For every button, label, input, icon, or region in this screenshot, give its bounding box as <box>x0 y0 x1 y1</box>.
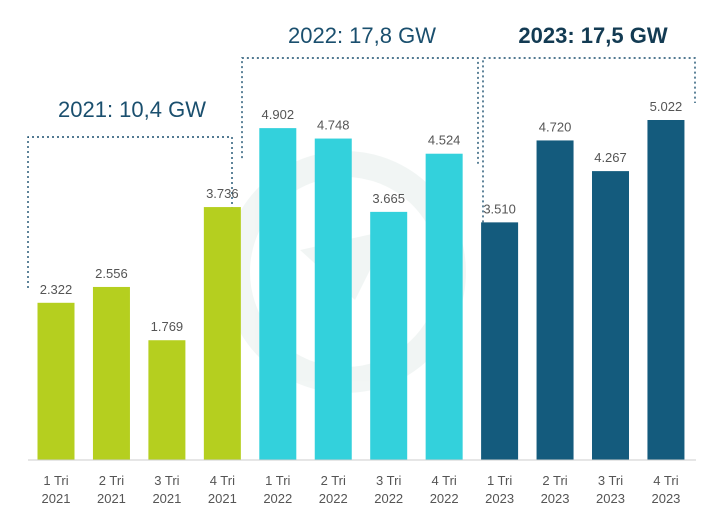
x-tick-label-4-year: 2022 <box>263 491 292 506</box>
x-tick-label-9-quarter: 2 Tri <box>542 473 567 488</box>
value-label-0: 2.322 <box>40 282 73 297</box>
x-tick-label-7-year: 2022 <box>430 491 459 506</box>
value-label-2: 1.769 <box>151 319 184 334</box>
x-tick-label-8-year: 2023 <box>485 491 514 506</box>
x-tick-label-4-quarter: 1 Tri <box>265 473 290 488</box>
x-tick-label-0-quarter: 1 Tri <box>43 473 68 488</box>
value-label-1: 2.556 <box>95 266 128 281</box>
value-label-5: 4.748 <box>317 118 350 133</box>
x-tick-label-10-quarter: 3 Tri <box>598 473 623 488</box>
bracket-2 <box>482 57 696 253</box>
x-tick-label-0-year: 2021 <box>42 491 71 506</box>
x-tick-label-11-year: 2023 <box>651 491 680 506</box>
x-tick-label-2-year: 2021 <box>152 491 181 506</box>
bar-1 <box>92 286 130 460</box>
group-labels: 2021: 10,4 GW 2022: 17,8 GW 2023: 17,5 GW <box>58 23 668 122</box>
group-brackets <box>27 57 696 288</box>
bar-11 <box>647 120 685 460</box>
x-tick-label-8-quarter: 1 Tri <box>487 473 512 488</box>
bar-10 <box>592 171 629 460</box>
bar-6 <box>370 211 408 460</box>
value-label-10: 4.267 <box>594 150 627 165</box>
value-label-7: 4.524 <box>428 133 461 148</box>
bracket-1 <box>241 57 479 164</box>
bar-2 <box>148 340 186 460</box>
value-label-11: 5.022 <box>650 99 683 114</box>
value-label-6: 3.665 <box>372 191 405 206</box>
x-tick-label-7-quarter: 4 Tri <box>432 473 457 488</box>
bar-3 <box>203 207 241 460</box>
x-tick-label-1-quarter: 2 Tri <box>99 473 124 488</box>
x-tick-label-9-year: 2023 <box>541 491 570 506</box>
group-label-0: 2021: 10,4 GW <box>58 97 206 122</box>
bar-5 <box>314 138 352 460</box>
x-tick-label-5-year: 2022 <box>319 491 348 506</box>
x-tick-label-3-quarter: 4 Tri <box>210 473 235 488</box>
value-label-3: 3.736 <box>206 186 239 201</box>
bracket-0 <box>27 136 233 288</box>
x-tick-label-6-year: 2022 <box>374 491 403 506</box>
bar-0 <box>37 302 75 460</box>
value-label-9: 4.720 <box>539 119 572 134</box>
x-tick-label-3-year: 2021 <box>208 491 237 506</box>
group-label-1: 2022: 17,8 GW <box>288 23 436 48</box>
group-label-2: 2023: 17,5 GW <box>518 23 667 48</box>
bar-8 <box>481 222 519 460</box>
x-tick-label-11-quarter: 4 Tri <box>653 473 678 488</box>
x-tick-label-6-quarter: 3 Tri <box>376 473 401 488</box>
bar-7 <box>425 153 463 461</box>
value-label-4: 4.902 <box>262 107 295 122</box>
x-tick-label-2-quarter: 3 Tri <box>154 473 179 488</box>
x-tick-label-5-quarter: 2 Tri <box>321 473 346 488</box>
value-label-8: 3.510 <box>483 201 516 216</box>
bars <box>37 120 685 461</box>
bar-4 <box>259 128 297 460</box>
bar-9 <box>536 140 574 460</box>
x-tick-label-1-year: 2021 <box>97 491 126 506</box>
x-tick-label-10-year: 2023 <box>596 491 625 506</box>
value-labels: 2.322 2.556 1.769 3.736 4.902 4.748 3.665 4.524… <box>40 99 682 334</box>
x-tick-labels: 1 Tri 2021 2 Tri 2021 3 Tri 2021 4 Tri 2021 1 Tr… <box>42 473 681 506</box>
